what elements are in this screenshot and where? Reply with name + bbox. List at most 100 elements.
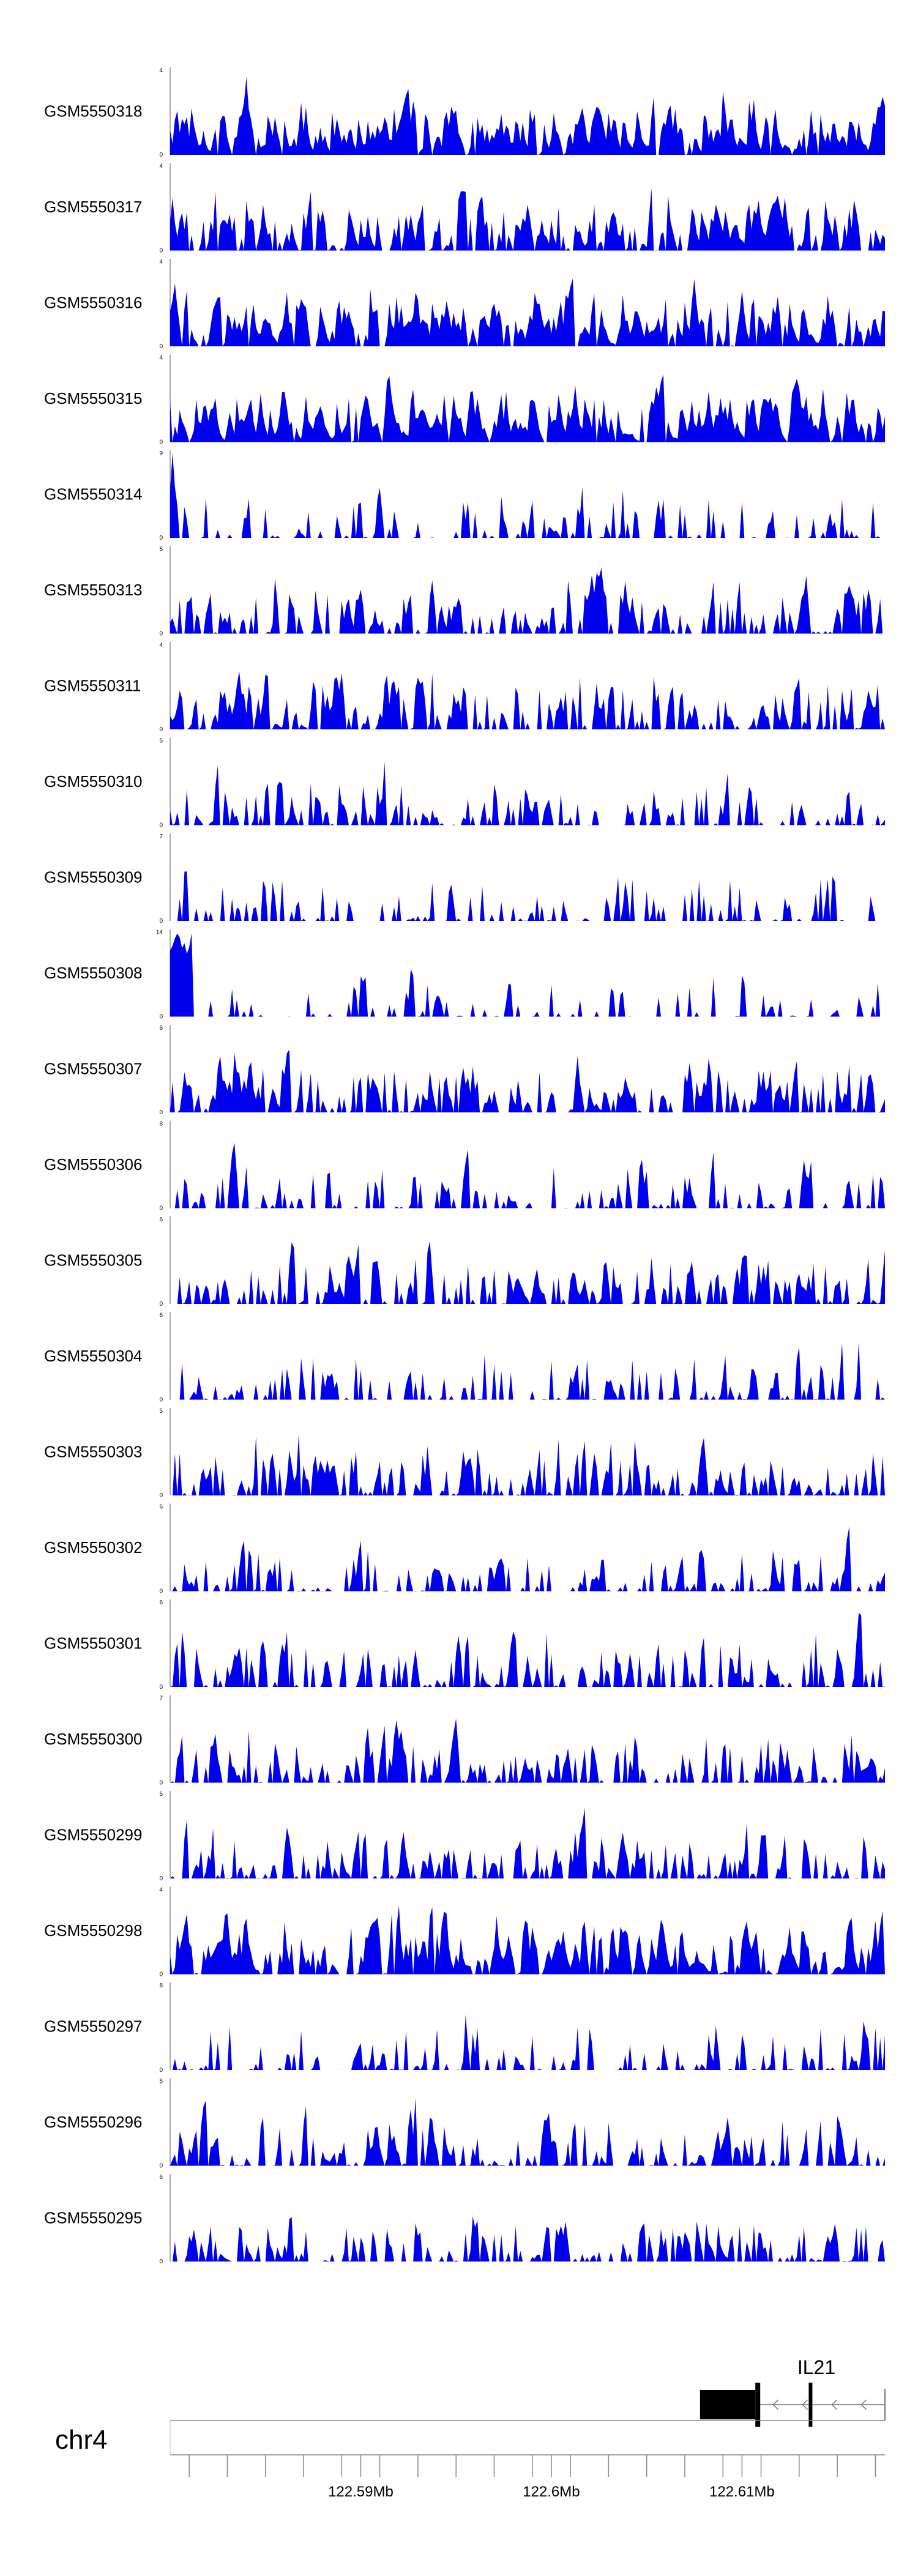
coverage-area [170, 1718, 885, 1783]
track-GSM5550303: GSM5550303 5 0 [44, 1408, 885, 1499]
chromosome-label: chr4 [55, 2425, 108, 2455]
track-GSM5550315: GSM5550315 4 0 [44, 354, 885, 446]
ymin-label: 0 [159, 918, 163, 925]
ymax-label: 6 [159, 1312, 163, 1319]
coverage-area [170, 1049, 885, 1112]
coverage-tracks: GSM555031840GSM555031740GSM555031640GSM5… [44, 67, 885, 2265]
gene-exon [700, 2390, 756, 2419]
track-label: GSM5550306 [44, 1155, 142, 1174]
track-GSM5550300: GSM5550300 7 0 [44, 1695, 885, 1787]
axis-tick-label: 122.6Mb [523, 2484, 580, 2500]
coverage-area [170, 1905, 885, 1975]
track-label: GSM5550301 [44, 1634, 142, 1653]
coverage-area [170, 77, 885, 155]
track-GSM5550317: GSM5550317 4 0 [44, 163, 885, 255]
ymin-label: 0 [159, 1588, 163, 1595]
ymin-label: 0 [159, 1109, 163, 1116]
coverage-area [170, 1612, 885, 1687]
axis-tick-label: 122.61Mb [709, 2484, 775, 2500]
track-GSM5550302: GSM5550302 6 0 [44, 1503, 885, 1595]
ymax-label: 4 [159, 163, 163, 170]
track-label: GSM5550315 [44, 389, 142, 408]
coverage-area [170, 1341, 885, 1400]
track-GSM5550306: GSM5550306 8 0 [44, 1120, 885, 1212]
strand-arrow [772, 2399, 779, 2410]
track-label: GSM5550302 [44, 1538, 142, 1557]
coverage-area [170, 871, 885, 921]
track-GSM5550310: GSM5550310 5 0 [44, 737, 885, 829]
coverage-area [170, 568, 885, 634]
coverage-area [170, 374, 885, 442]
ymin-label: 0 [159, 1014, 163, 1021]
ymin-label: 0 [159, 1301, 163, 1308]
track-label: GSM5550297 [44, 2017, 142, 2036]
track-label: GSM5550310 [44, 772, 142, 791]
ymax-label: 5 [159, 2079, 163, 2085]
coverage-area [170, 933, 885, 1017]
ymin-label: 0 [159, 2067, 163, 2074]
track-label: GSM5550311 [44, 677, 141, 695]
ymin-label: 0 [159, 822, 163, 829]
ymin-label: 0 [159, 1971, 163, 1978]
coverage-area [170, 2098, 885, 2166]
strand-arrow [802, 2399, 808, 2410]
coverage-area [170, 671, 885, 729]
gene-exon [808, 2383, 813, 2427]
track-label: GSM5550304 [44, 1347, 142, 1365]
ymin-label: 0 [159, 248, 163, 255]
ymax-label: 6 [159, 1025, 163, 1032]
track-GSM5550305: GSM5550305 6 0 [44, 1216, 885, 1308]
coverage-area [170, 453, 885, 538]
ymax-label: 8 [159, 1982, 163, 1989]
track-label: GSM5550295 [44, 2209, 142, 2227]
track-GSM5550301: GSM5550301 6 0 [44, 1599, 885, 1691]
gene-label: IL21 [797, 2356, 835, 2378]
strand-arrow [860, 2399, 867, 2410]
track-label: GSM5550296 [44, 2113, 142, 2131]
coverage-area [170, 1142, 885, 1208]
coverage-area [170, 1807, 885, 1878]
gene-exon [755, 2383, 761, 2427]
ymin-label: 0 [159, 726, 163, 733]
ymin-label: 0 [159, 1875, 163, 1882]
track-label: GSM5550298 [44, 1921, 142, 1940]
ymin-label: 0 [159, 631, 163, 638]
strand-arrow [831, 2399, 838, 2410]
track-GSM5550296: GSM5550296 5 0 [44, 2078, 885, 2170]
ymax-label: 7 [159, 1696, 163, 1702]
ymin-label: 0 [159, 1780, 163, 1787]
ymax-label: 14 [156, 929, 163, 936]
coverage-area [170, 762, 885, 825]
ymax-label: 6 [159, 2174, 163, 2181]
ymin-label: 0 [159, 1492, 163, 1499]
track-GSM5550298: GSM5550298 4 0 [44, 1886, 885, 1978]
coverage-area [170, 1433, 885, 1495]
track-label: GSM5550313 [44, 581, 142, 599]
coverage-area [170, 1527, 885, 1591]
track-label: GSM5550308 [44, 964, 142, 982]
track-label: GSM5550317 [44, 198, 142, 216]
track-label: GSM5550318 [44, 102, 142, 121]
track-GSM5550316: GSM5550316 4 0 [44, 259, 885, 350]
ymin-label: 0 [159, 1397, 163, 1404]
ymin-label: 0 [159, 1205, 163, 1212]
track-GSM5550309: GSM5550309 7 0 [44, 833, 885, 925]
ymax-label: 4 [159, 67, 163, 74]
ymax-label: 4 [159, 355, 163, 362]
gene-track: IL21 [700, 2356, 886, 2427]
ymax-label: 6 [159, 1504, 163, 1511]
track-label: GSM5550300 [44, 1730, 142, 1748]
track-label: GSM5550309 [44, 868, 142, 887]
track-label: GSM5550303 [44, 1443, 142, 1461]
track-GSM5550304: GSM5550304 6 0 [44, 1312, 885, 1404]
coverage-area [170, 188, 885, 251]
coverage-area [170, 278, 885, 346]
track-GSM5550307: GSM5550307 6 0 [44, 1025, 885, 1116]
ymin-label: 0 [159, 439, 163, 446]
ymin-label: 0 [159, 1684, 163, 1691]
track-label: GSM5550316 [44, 294, 142, 312]
track-GSM5550308: GSM5550308 14 0 [44, 929, 885, 1021]
track-GSM5550299: GSM5550299 6 0 [44, 1791, 885, 1882]
ymin-label: 0 [159, 535, 163, 542]
